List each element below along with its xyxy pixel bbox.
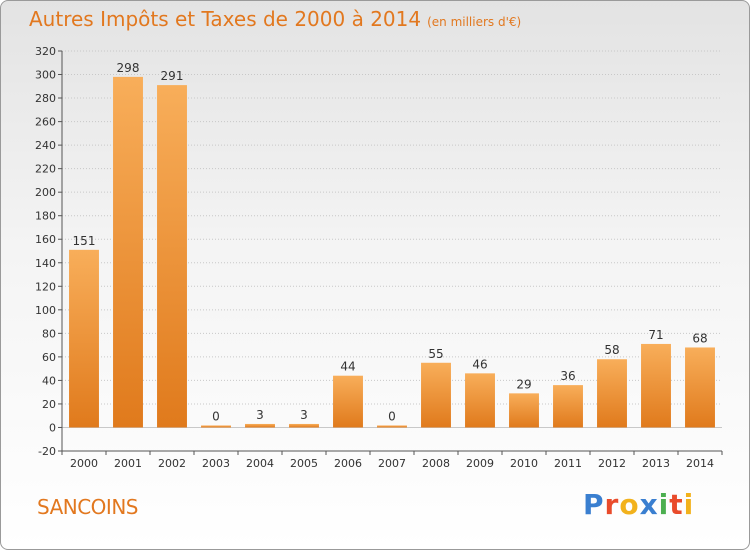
bar-2012 (597, 359, 627, 428)
x-tick-label-2003: 2003 (202, 457, 230, 470)
bar-2013 (641, 343, 671, 428)
y-tick-label: 180 (35, 210, 56, 223)
value-label-2010: 29 (516, 377, 531, 391)
y-tick-label: 140 (35, 257, 56, 270)
x-tick-label-2008: 2008 (422, 457, 450, 470)
bar-2014 (685, 347, 715, 428)
x-tick-label-2007: 2007 (378, 457, 406, 470)
x-tick-label-2009: 2009 (466, 457, 494, 470)
y-tick-label: 80 (42, 327, 56, 340)
logo-letter: i (658, 488, 670, 521)
value-label-2001: 298 (117, 61, 140, 75)
bar-2008 (421, 362, 451, 428)
bar-2007 (377, 425, 407, 428)
value-label-2009: 46 (472, 357, 487, 371)
title-unit: (en milliers d'€) (427, 15, 522, 29)
bars (69, 76, 715, 428)
value-label-2008: 55 (428, 347, 443, 361)
value-label-2006: 44 (340, 360, 355, 374)
x-tick-label-2001: 2001 (114, 457, 142, 470)
value-label-2000: 151 (73, 234, 96, 248)
y-tick-label: 40 (42, 374, 56, 387)
bar-2002 (157, 85, 187, 428)
y-tick-label: 100 (35, 304, 56, 317)
proxiti-logo[interactable]: Proxiti (583, 488, 694, 521)
bar-2010 (509, 393, 539, 428)
title-main: Autres Impôts et Taxes de 2000 à 2014 (29, 7, 422, 31)
y-tick-label: 160 (35, 233, 56, 246)
labels: 151 298 291 0 3 3 44 0 55 46 29 36 58 71 68 (73, 61, 708, 424)
logo-letter: i (683, 488, 695, 521)
y-tick-label: 20 (42, 398, 56, 411)
x-tick-label-2010: 2010 (510, 457, 538, 470)
value-label-2011: 36 (560, 369, 575, 383)
x-tick-label-2014: 2014 (686, 457, 714, 470)
bar-2004 (245, 423, 275, 428)
value-label-2014: 68 (692, 331, 707, 345)
y-tick-label: 300 (35, 69, 56, 82)
y-tick-label: -20 (38, 445, 56, 458)
logo-letter: r (604, 488, 620, 521)
chart-title: Autres Impôts et Taxes de 2000 à 2014 (en… (29, 7, 521, 31)
y-tick-label: 200 (35, 186, 56, 199)
value-label-2002: 291 (161, 69, 184, 83)
x-tick-label-2006: 2006 (334, 457, 362, 470)
y-tick-label: 320 (35, 45, 56, 58)
y-tick-label: 120 (35, 280, 56, 293)
x-tick-label-2012: 2012 (598, 457, 626, 470)
bar-2001 (113, 76, 143, 428)
value-label-2005: 3 (300, 408, 308, 422)
bar-2011 (553, 385, 583, 428)
bar-2006 (333, 375, 363, 428)
x-tick-label-2004: 2004 (246, 457, 274, 470)
y-tick-label: 280 (35, 92, 56, 105)
axes: -20 0 20 40 60 80 100 120 140 160 180 200 220 240 260 2… (35, 45, 723, 470)
y-tick-label: 220 (35, 163, 56, 176)
x-tick-label-2002: 2002 (158, 457, 186, 470)
y-tick-label: 240 (35, 139, 56, 152)
logo-letter: o (619, 488, 640, 521)
logo-letter: t (669, 488, 684, 521)
logo-letter: x (639, 488, 659, 521)
value-label-2012: 58 (604, 343, 619, 357)
bar-2005 (289, 423, 319, 428)
value-label-2007: 0 (388, 409, 396, 423)
value-label-2004: 3 (256, 408, 264, 422)
x-tick-label-2011: 2011 (554, 457, 582, 470)
bar-2003 (201, 425, 231, 428)
logo-letter: P (583, 488, 605, 521)
bar-2009 (465, 373, 495, 428)
y-tick-label: 260 (35, 116, 56, 129)
y-tick-label: 0 (49, 421, 56, 434)
x-tick-label-2000: 2000 (70, 457, 98, 470)
bar-2000 (69, 249, 99, 428)
x-tick-label-2013: 2013 (642, 457, 670, 470)
y-tick-label: 60 (42, 351, 56, 364)
value-label-2013: 71 (648, 328, 663, 342)
commune-name: SANCOINS (37, 495, 138, 519)
value-label-2003: 0 (212, 409, 220, 423)
x-tick-label-2005: 2005 (290, 457, 318, 470)
